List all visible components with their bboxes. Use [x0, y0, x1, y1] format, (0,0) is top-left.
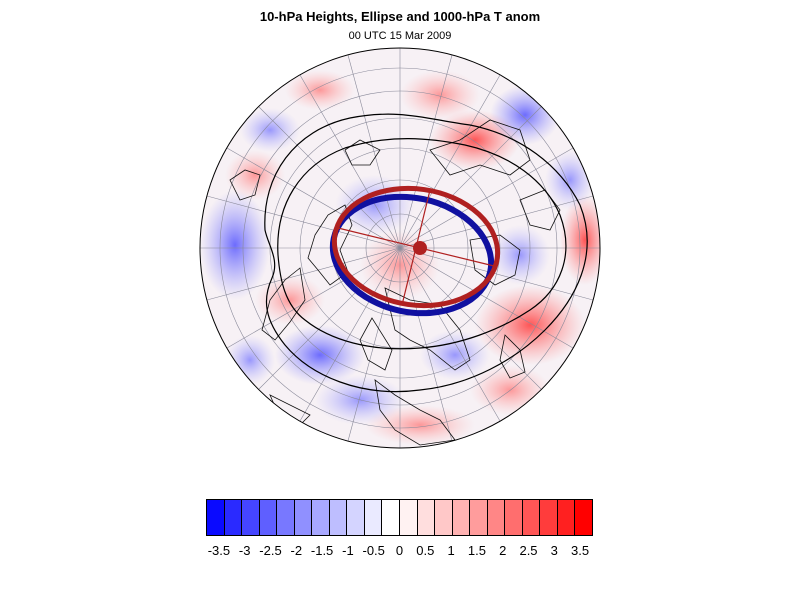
graticule	[200, 48, 600, 448]
colorbar-cell	[487, 500, 506, 535]
height-contours	[264, 113, 588, 393]
chart-subtitle: 00 UTC 15 Mar 2009	[348, 30, 452, 42]
colorbar-cell	[540, 500, 558, 535]
colorbar-tick-label: 3.5	[571, 543, 590, 558]
colorbar-cell	[277, 500, 295, 535]
colorbar-cell	[382, 500, 401, 535]
colorbar-tick-label: -2	[290, 543, 303, 558]
chart-title: 10-hPa Heights, Ellipse and 1000-hPa T a…	[259, 9, 541, 24]
colorbar-cell	[259, 500, 278, 535]
colorbar-ticks: -3.5 -3 -2.5 -2 -1.5 -1 -0.5 0 0.5 1 1.5 2 2.5 3 3.5	[206, 543, 593, 561]
colorbar-cell	[364, 500, 383, 535]
colorbar-tick-label: 2	[499, 543, 507, 558]
colorbar-cell	[242, 500, 260, 535]
colorbar-tick-label: -1	[342, 543, 354, 558]
colorbar-cell	[207, 500, 225, 535]
colorbar-cell	[400, 500, 418, 535]
colorbar-cell	[505, 500, 523, 535]
colorbar-cell	[575, 500, 593, 535]
colorbar-cell	[452, 500, 471, 535]
colorbar-tick-label: -0.5	[362, 543, 385, 558]
ellipse-center-marker	[413, 241, 427, 255]
colorbar-tick-label: 3	[550, 543, 558, 558]
colorbar-cell	[294, 500, 313, 535]
colorbar	[206, 499, 593, 536]
colorbar-tick-label: -3	[238, 543, 251, 558]
colorbar-tick-label: 0.5	[416, 543, 435, 558]
anomaly-field	[200, 48, 600, 448]
colorbar-cell	[557, 500, 576, 535]
colorbar-tick-label: 1.5	[467, 543, 486, 558]
colorbar-cell	[347, 500, 365, 535]
colorbar-tick-label: 1	[447, 543, 455, 558]
colorbar-cell	[522, 500, 541, 535]
colorbar-cell	[224, 500, 243, 535]
colorbar-tick-label: 2.5	[519, 543, 538, 558]
colorbar-cell	[470, 500, 488, 535]
colorbar-tick-label: -1.5	[310, 543, 334, 558]
colorbar-tick-label: -3.5	[207, 543, 231, 558]
colorbar-tick-label: -2.5	[259, 543, 282, 558]
colorbar-cell	[329, 500, 348, 535]
colorbar-cell	[417, 500, 436, 535]
ellipse-inner	[331, 185, 501, 309]
colorbar-cell	[312, 500, 330, 535]
colorbar-cell	[435, 500, 453, 535]
colorbar-tick-label: 0	[395, 543, 404, 558]
globe-outline	[199, 47, 601, 449]
